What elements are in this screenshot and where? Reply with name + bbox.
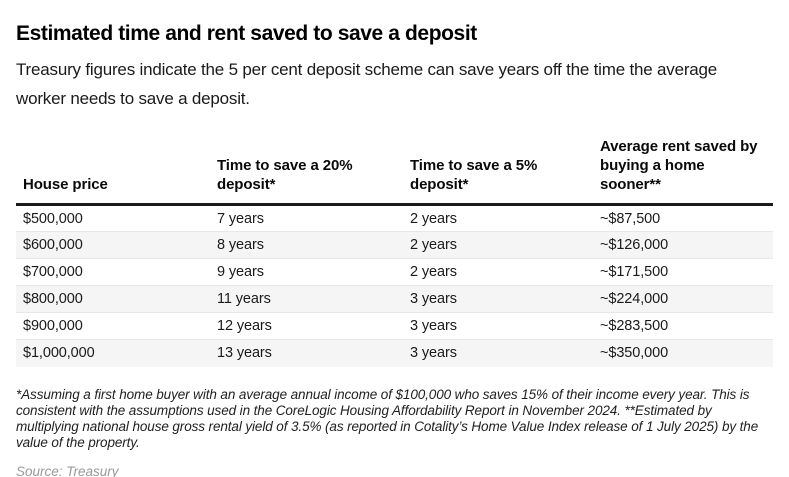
table-header-row: House price Time to save a 20% deposit* …	[16, 137, 773, 205]
cell-time-5pct: 3 years	[410, 291, 457, 307]
figure-container: Estimated time and rent saved to save a …	[0, 22, 789, 477]
page-title: Estimated time and rent saved to save a …	[16, 22, 477, 45]
cell-house-price: $900,000	[23, 318, 83, 334]
table-row: $700,000 9 years 2 years ~$171,500	[16, 258, 773, 286]
cell-rent-saved: ~$126,000	[600, 237, 669, 253]
cell-time-5pct: 3 years	[410, 318, 457, 334]
cell-rent-saved: ~$224,000	[600, 291, 669, 307]
column-header-house-price: House price	[23, 176, 108, 193]
cell-house-price: $500,000	[23, 210, 83, 227]
cell-time-20pct: 12 years	[217, 318, 272, 334]
table-body: $500,000 7 years 2 years ~$87,500 $600,0…	[16, 204, 773, 367]
cell-house-price: $600,000	[23, 237, 83, 253]
table-row: $600,000 8 years 2 years ~$126,000	[16, 231, 773, 259]
source-attribution: Source: Treasury	[16, 463, 119, 477]
column-header-time-5pct: Time to save a 5% deposit*	[410, 157, 538, 193]
cell-rent-saved: ~$350,000	[600, 345, 669, 362]
cell-time-5pct: 3 years	[410, 345, 457, 362]
cell-time-20pct: 8 years	[217, 237, 264, 253]
table-header: House price Time to save a 20% deposit* …	[16, 137, 773, 205]
chart-subtitle: Treasury figures indicate the 5 per cent…	[16, 60, 718, 108]
column-header-rent-saved: Average rent saved by buying a home soon…	[600, 138, 758, 193]
cell-house-price: $700,000	[23, 264, 83, 280]
cell-house-price: $1,000,000	[23, 345, 95, 362]
column-header-time-20pct: Time to save a 20% deposit*	[217, 157, 353, 193]
table-row: $500,000 7 years 2 years ~$87,500	[16, 204, 773, 232]
cell-time-20pct: 13 years	[217, 345, 272, 362]
cell-time-5pct: 2 years	[410, 210, 457, 227]
cell-time-20pct: 7 years	[217, 210, 264, 227]
cell-rent-saved: ~$171,500	[600, 264, 669, 280]
cell-time-20pct: 9 years	[217, 264, 264, 280]
table-row: $800,000 11 years 3 years ~$224,000	[16, 285, 773, 313]
table-row: $900,000 12 years 3 years ~$283,500	[16, 312, 773, 340]
cell-rent-saved: ~$283,500	[600, 318, 669, 334]
footnote-text: *Assuming a first home buyer with an ave…	[16, 386, 759, 450]
cell-house-price: $800,000	[23, 291, 83, 307]
deposit-savings-table: House price Time to save a 20% deposit* …	[16, 137, 773, 367]
cell-time-5pct: 2 years	[410, 264, 457, 280]
cell-rent-saved: ~$87,500	[600, 210, 661, 227]
cell-time-20pct: 11 years	[217, 291, 271, 307]
cell-time-5pct: 2 years	[410, 237, 457, 253]
table-row: $1,000,000 13 years 3 years ~$350,000	[16, 339, 773, 367]
